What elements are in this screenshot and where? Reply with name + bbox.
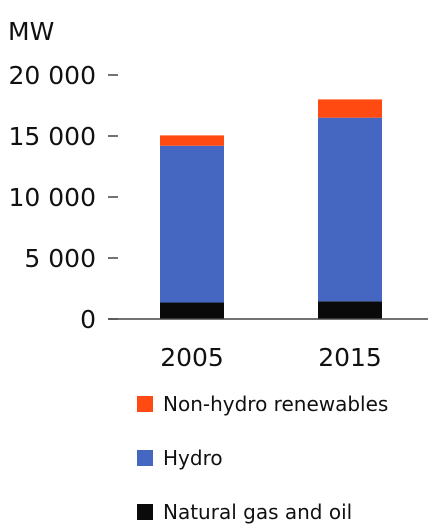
legend-label-non-hydro-renewables: Non-hydro renewables [163, 392, 388, 416]
bar-2005-non-hydro-renewables [160, 135, 224, 146]
legend-swatch-non-hydro-renewables [137, 396, 153, 412]
y-axis-unit-label: MW [8, 17, 54, 46]
legend-label-natural-gas-and-oil: Natural gas and oil [163, 500, 352, 524]
bars [160, 99, 382, 319]
legend: Non-hydro renewables Hydro Natural gas and… [137, 392, 388, 524]
bar-2015-hydro [318, 117, 382, 302]
y-tick-label: 20 000 [9, 61, 96, 90]
legend-swatch-hydro [137, 450, 153, 466]
bar-2015-non-hydro-renewables [318, 99, 382, 118]
x-axis-labels: 2005 2015 [160, 343, 382, 372]
x-tick-label: 2015 [318, 343, 382, 372]
bar-2015-natural-gas-and-oil [318, 301, 382, 319]
y-tick-label: 0 [80, 305, 96, 334]
bar-2005-hydro [160, 145, 224, 303]
legend-label-hydro: Hydro [163, 446, 223, 470]
bar-2005-natural-gas-and-oil [160, 302, 224, 319]
legend-swatch-natural-gas-and-oil [137, 504, 153, 520]
x-tick-label: 2005 [160, 343, 224, 372]
y-tick-label: 15 000 [9, 122, 96, 151]
y-axis-ticks: 0 5 000 10 000 15 000 20 000 [9, 61, 118, 334]
y-tick-label: 5 000 [24, 244, 96, 273]
y-tick-label: 10 000 [9, 183, 96, 212]
